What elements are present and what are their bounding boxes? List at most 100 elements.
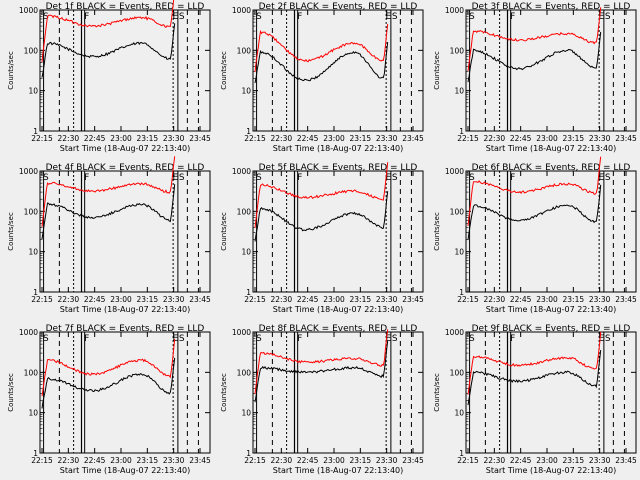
y-tick-label: 1 [459, 449, 464, 458]
y-tick-label: 1000 [232, 328, 251, 337]
x-tick-label: 22:30 [58, 456, 80, 465]
series-line-black [41, 184, 176, 240]
detector-panel-4: Det 4f BLACK = Events, RED = LLD Counts/s… [7, 156, 211, 314]
marker-label: S [392, 12, 398, 22]
marker-label: F [510, 12, 515, 22]
plot-frame [39, 331, 211, 454]
x-tick-label: 23:00 [536, 134, 558, 143]
x-tick-label: 23:15 [563, 456, 585, 465]
y-axis-label: Counts/sec [7, 212, 15, 251]
series-line-black [41, 357, 176, 409]
plot-frame [39, 9, 211, 132]
marker-label: S [179, 12, 185, 22]
y-axis-label: Counts/sec [7, 51, 15, 90]
marker-label: E [386, 12, 392, 22]
marker-label: F [297, 12, 302, 22]
marker-label: E [599, 334, 605, 344]
plot-frame [39, 170, 211, 293]
x-tick-label: 22:45 [297, 456, 319, 465]
marker-label: E [173, 173, 179, 183]
panel-title: Det 7f BLACK = Events, RED = LLD [46, 324, 205, 334]
x-tick-label: 22:45 [297, 134, 319, 143]
x-tick-label: 22:45 [84, 134, 106, 143]
x-tick-label: 23:30 [376, 456, 398, 465]
detector-panel-1: Det 1f BLACK = Events, RED = LLD Counts/s… [7, 0, 211, 153]
x-tick-label: 22:30 [484, 134, 506, 143]
panel-title: Det 2f BLACK = Events, RED = LLD [259, 2, 418, 12]
x-tick-label: 23:00 [323, 295, 345, 304]
y-tick-label: 1 [246, 288, 251, 297]
x-tick-label: 22:30 [484, 456, 506, 465]
x-tick-label: 22:45 [84, 295, 106, 304]
x-tick-label: 22:30 [58, 134, 80, 143]
detector-panel-6: Det 6f BLACK = Events, RED = LLD Counts/s… [433, 156, 637, 314]
y-tick-label: 10 [28, 87, 38, 96]
y-tick-label: 100 [24, 46, 39, 55]
x-tick-label: 23:45 [189, 456, 211, 465]
y-tick-label: 100 [450, 368, 465, 377]
x-tick-label: 22:15 [244, 456, 266, 465]
x-axis-label: Start Time (18-Aug-07 22:13:40) [486, 144, 617, 153]
series-line-black [467, 184, 602, 241]
y-tick-label: 10 [28, 409, 38, 418]
marker-label: S [605, 334, 611, 344]
series-line-black [467, 31, 602, 83]
y-tick-label: 1 [459, 288, 464, 297]
series-line-red [254, 24, 389, 73]
y-axis-label: Counts/sec [433, 212, 441, 251]
y-tick-label: 10 [454, 248, 464, 257]
x-tick-label: 22:15 [457, 295, 479, 304]
x-tick-label: 23:30 [163, 456, 185, 465]
series-line-black [41, 23, 176, 78]
x-tick-label: 22:45 [510, 456, 532, 465]
series-line-red [467, 7, 602, 72]
x-tick-label: 23:15 [350, 134, 372, 143]
x-tick-label: 22:15 [244, 134, 266, 143]
plot-frame [465, 331, 637, 454]
x-axis-label: Start Time (18-Aug-07 22:13:40) [60, 305, 191, 314]
y-tick-label: 100 [237, 368, 252, 377]
x-tick-label: 22:15 [31, 456, 53, 465]
marker-label: S [43, 173, 49, 183]
y-tick-label: 1 [246, 127, 251, 136]
plot-frame [465, 170, 637, 293]
detector-panel-8: Det 8f BLACK = Events, RED = LLD Counts/s… [220, 324, 424, 475]
plot-frame [252, 170, 424, 293]
x-tick-label: 23:15 [350, 456, 372, 465]
series-line-black [254, 340, 389, 403]
plot-frame [252, 9, 424, 132]
panel-title: Det 3f BLACK = Events, RED = LLD [472, 2, 631, 12]
x-tick-label: 23:00 [110, 456, 132, 465]
x-tick-label: 23:15 [137, 295, 159, 304]
x-tick-label: 22:30 [271, 456, 293, 465]
marker-label: S [179, 334, 185, 344]
marker-label: S [605, 173, 611, 183]
series-line-black [467, 350, 602, 406]
marker-label: S [179, 173, 185, 183]
y-axis-label: Counts/sec [220, 373, 228, 412]
y-tick-label: 1000 [232, 167, 251, 176]
y-tick-label: 1 [459, 127, 464, 136]
x-axis-label: Start Time (18-Aug-07 22:13:40) [273, 305, 404, 314]
y-axis-label: Counts/sec [433, 373, 441, 412]
plot-frame [252, 331, 424, 454]
x-tick-label: 23:45 [189, 134, 211, 143]
marker-label: E [386, 334, 392, 344]
x-tick-label: 22:30 [271, 134, 293, 143]
y-tick-label: 1 [33, 127, 38, 136]
x-tick-label: 22:15 [244, 295, 266, 304]
x-tick-label: 23:45 [615, 295, 637, 304]
marker-label: S [256, 12, 262, 22]
marker-label: S [469, 334, 475, 344]
series-line-red [41, 339, 176, 397]
panel-title: Det 1f BLACK = Events, RED = LLD [46, 2, 205, 12]
x-tick-label: 22:30 [271, 295, 293, 304]
marker-label: S [469, 12, 475, 22]
x-axis-label: Start Time (18-Aug-07 22:13:40) [60, 144, 191, 153]
marker-label: F [510, 334, 515, 344]
marker-label: E [173, 334, 179, 344]
detector-panel-7: Det 7f BLACK = Events, RED = LLD Counts/s… [7, 324, 211, 475]
x-tick-label: 22:45 [297, 295, 319, 304]
x-tick-label: 23:15 [137, 456, 159, 465]
x-tick-label: 23:45 [402, 134, 424, 143]
